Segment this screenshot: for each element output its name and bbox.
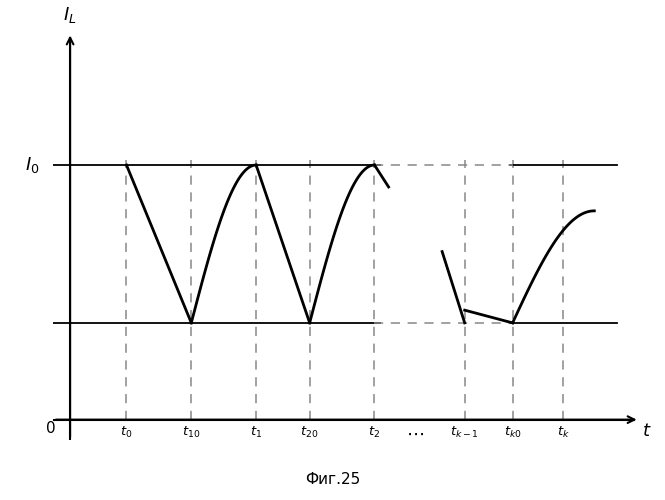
Text: 0: 0 [47,421,56,436]
Text: $t_{k0}$: $t_{k0}$ [503,424,521,440]
Text: $t_{10}$: $t_{10}$ [182,424,200,440]
Text: $t_{k-1}$: $t_{k-1}$ [450,424,479,440]
Text: Фиг.25: Фиг.25 [305,472,360,488]
Text: $I_L$: $I_L$ [63,5,77,25]
Text: $\cdots$: $\cdots$ [406,424,424,442]
Text: $t_1$: $t_1$ [250,424,262,440]
Text: $t_{20}$: $t_{20}$ [301,424,319,440]
Text: $I_0$: $I_0$ [25,155,39,175]
Text: $t_k$: $t_k$ [557,424,570,440]
Text: $t$: $t$ [642,422,652,440]
Text: $t_2$: $t_2$ [368,424,380,440]
Text: $t_0$: $t_0$ [120,424,133,440]
